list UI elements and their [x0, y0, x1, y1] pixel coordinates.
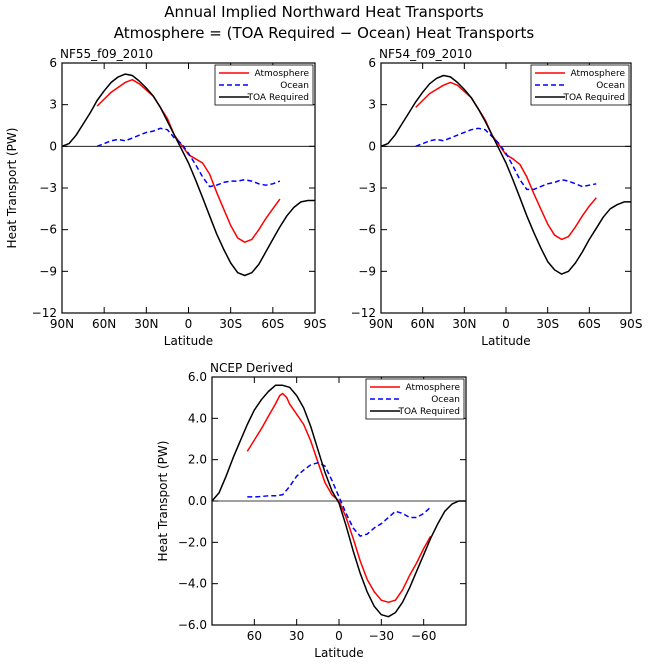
x-tick-label: 60S: [261, 317, 284, 331]
figure-title-line1: Annual Implied Northward Heat Transports: [164, 3, 484, 21]
y-tick-label: −2.0: [178, 535, 207, 549]
x-tick-label: 60N: [411, 317, 435, 331]
legend-label: Atmosphere: [571, 69, 626, 79]
x-axis-label: Latitude: [164, 334, 213, 348]
legend: Atmosphere Ocean TOA Required: [365, 378, 465, 420]
y-tick-label: −6: [358, 223, 376, 237]
x-axis-label: Latitude: [481, 334, 530, 348]
series-line-ocean: [247, 462, 432, 537]
x-tick-label: 30N: [452, 317, 476, 331]
y-tick-label: −6: [39, 223, 57, 237]
y-tick-label: 3: [368, 98, 376, 112]
legend-label: TOA Required: [563, 93, 626, 103]
y-tick-label: 6: [368, 56, 376, 70]
x-tick-label: 0: [502, 317, 510, 331]
x-tick-label: 90N: [369, 317, 393, 331]
y-axis-label: Heat Transport (PW): [156, 441, 170, 562]
series-line-toa: [380, 74, 631, 275]
chart-panels: 90N 60N 30N 0 30S 60S 90S−12−9−6−3036NF55_f09_…: [5, 47, 642, 660]
y-tick-label: −12: [32, 306, 57, 320]
chart-panel-2: 90N 60N 30N 0 30S 60S 90S −12 −9 −6 −3 0 3 6NF54_f09_…: [351, 47, 643, 348]
x-axis-label: Latitude: [314, 646, 363, 660]
y-tick-label: 6.0: [188, 370, 207, 384]
chart-panel-1: 90N 60N 30N 0 30S 60S 90S −12 −9 −6 −3 0 3 6NF55_f09_…: [5, 47, 326, 348]
legend-label: TOA Required: [398, 407, 461, 417]
y-tick-label: 0.0: [188, 494, 207, 508]
x-tick-label: 90S: [304, 317, 327, 331]
y-tick-label: −12: [351, 306, 376, 320]
x-tick-label: −30: [369, 629, 394, 643]
y-axis-label: Heat Transport (PW): [5, 128, 19, 249]
panel-title: NF54_f09_2010: [379, 47, 472, 61]
legend-label: Atmosphere: [406, 383, 461, 393]
y-tick-label: −9: [358, 264, 376, 278]
series-line-toa: [211, 384, 466, 618]
y-tick-label: −3: [358, 181, 376, 195]
legend-label: Ocean: [596, 81, 625, 91]
x-tick-label: 60: [247, 629, 262, 643]
y-tick-label: 3: [49, 98, 57, 112]
legend-label: TOA Required: [247, 93, 310, 103]
series-line-toa: [61, 73, 315, 277]
x-tick-label: 30S: [219, 317, 242, 331]
y-tick-label: −9: [39, 264, 57, 278]
x-tick-label: −60: [411, 629, 436, 643]
panel-title: NCEP Derived: [210, 361, 293, 375]
x-tick-label: 90S: [620, 317, 643, 331]
legend: Atmosphere Ocean TOA Required: [530, 64, 630, 106]
y-tick-label: 0: [368, 139, 376, 153]
chart-panel-3: 60 30 0 −30 −60 −6.0 −4.0 −2.0 0.0 2.0 4.0 6.0NCEP …: [156, 361, 467, 660]
x-tick-label: 60S: [578, 317, 601, 331]
figure-title-line2: Atmosphere = (TOA Required − Ocean) Heat…: [114, 24, 535, 42]
y-tick-label: 6: [49, 56, 57, 70]
series-line-ocean: [415, 127, 597, 191]
y-tick-label: 2.0: [188, 453, 207, 467]
x-tick-label: 90N: [50, 317, 74, 331]
y-tick-label: −3: [39, 181, 57, 195]
y-tick-label: −6.0: [178, 618, 207, 632]
x-tick-label: 30S: [536, 317, 559, 331]
series-line-atmosphere: [415, 81, 597, 241]
x-tick-label: 0: [185, 317, 193, 331]
legend-label: Atmosphere: [255, 69, 310, 79]
x-tick-label: 30: [289, 629, 304, 643]
series-line-atmosphere: [96, 78, 281, 243]
x-tick-label: 0: [335, 629, 343, 643]
legend: Atmosphere Ocean TOA Required: [214, 64, 314, 106]
series-line-ocean: [96, 127, 281, 188]
y-tick-label: −4.0: [178, 577, 207, 591]
y-tick-label: 4.0: [188, 411, 207, 425]
x-tick-label: 30N: [134, 317, 158, 331]
x-tick-label: 60N: [92, 317, 116, 331]
legend-label: Ocean: [431, 395, 460, 405]
y-tick-label: 0: [49, 139, 57, 153]
legend-label: Ocean: [280, 81, 309, 91]
panel-title: NF55_f09_2010: [60, 47, 153, 61]
